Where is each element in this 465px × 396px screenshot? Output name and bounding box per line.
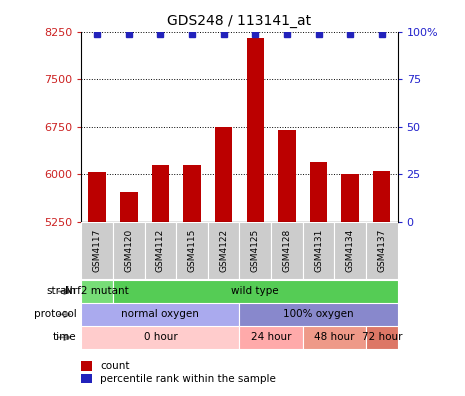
Text: strain: strain [46, 286, 77, 297]
Text: GSM4125: GSM4125 [251, 229, 260, 272]
Bar [113, 222, 145, 279]
Bar [81, 361, 93, 371]
Bar [176, 222, 208, 279]
Bar [208, 222, 239, 279]
Bar [341, 174, 359, 222]
Text: normal oxygen: normal oxygen [121, 309, 199, 320]
Text: GSM4115: GSM4115 [187, 229, 197, 272]
Text: 0 hour: 0 hour [144, 332, 177, 343]
Text: wild type: wild type [232, 286, 279, 297]
Bar [310, 162, 327, 222]
Text: GSM4134: GSM4134 [345, 229, 355, 272]
Bar [183, 165, 201, 222]
Bar [278, 130, 296, 222]
Bar [246, 38, 264, 222]
Text: Nrf2 mutant: Nrf2 mutant [65, 286, 129, 297]
Text: GSM4137: GSM4137 [377, 229, 386, 272]
Text: GSM4120: GSM4120 [124, 229, 133, 272]
Bar [239, 303, 398, 326]
Text: GSM4131: GSM4131 [314, 229, 323, 272]
Bar [239, 222, 271, 279]
Bar [88, 172, 106, 222]
Text: 24 hour: 24 hour [251, 332, 292, 343]
Bar [334, 222, 366, 279]
Bar [145, 222, 176, 279]
Title: GDS248 / 113141_at: GDS248 / 113141_at [167, 14, 312, 28]
Bar [303, 222, 334, 279]
Text: GSM4128: GSM4128 [282, 229, 292, 272]
Bar [81, 326, 239, 349]
Bar [303, 326, 366, 349]
Text: 48 hour: 48 hour [314, 332, 355, 343]
Text: GSM4117: GSM4117 [93, 229, 102, 272]
Bar [81, 280, 113, 303]
Bar [366, 222, 398, 279]
Bar [239, 326, 303, 349]
Bar [81, 374, 93, 383]
Bar [81, 222, 113, 279]
Bar [271, 222, 303, 279]
Text: GSM4112: GSM4112 [156, 229, 165, 272]
Bar [366, 326, 398, 349]
Text: count: count [100, 361, 130, 371]
Text: GSM4122: GSM4122 [219, 229, 228, 272]
Text: 72 hour: 72 hour [361, 332, 402, 343]
Bar [81, 303, 239, 326]
Bar [120, 192, 138, 222]
Bar [152, 165, 169, 222]
Text: time: time [53, 332, 77, 343]
Text: 100% oxygen: 100% oxygen [283, 309, 354, 320]
Text: percentile rank within the sample: percentile rank within the sample [100, 373, 276, 384]
Text: protocol: protocol [34, 309, 77, 320]
Bar [215, 127, 232, 222]
Bar [373, 171, 391, 222]
